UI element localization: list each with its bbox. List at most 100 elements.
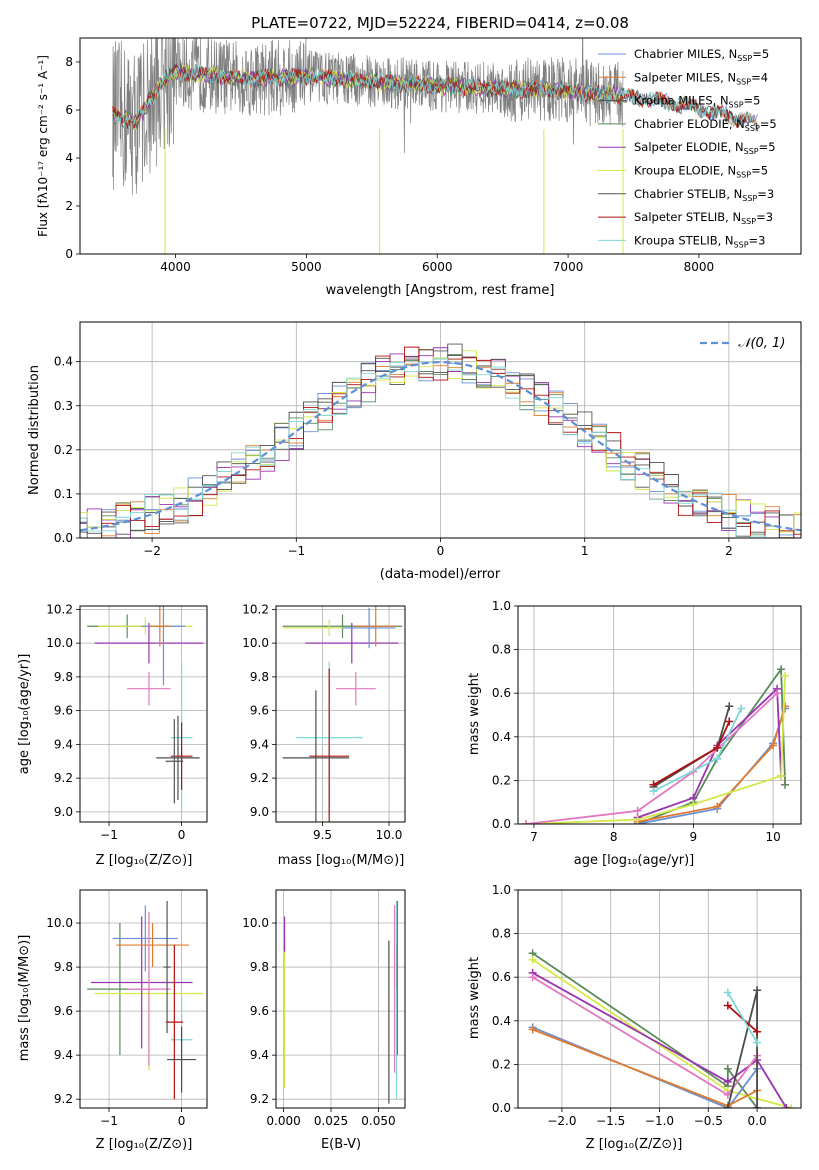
errorbar-point: [116, 923, 189, 968]
weight-marker: [633, 815, 642, 824]
legend-label: Chabrier STELIB, NSSP=3: [634, 187, 774, 203]
errorbar-point: [165, 719, 184, 804]
axes-frame: [79, 889, 208, 1109]
age-mass-xlabel: mass [log₁₀(M/M⊙)]: [278, 853, 405, 868]
x-tick-label: 5000: [291, 260, 322, 274]
spectrum-panel: wavelength [Angstrom, rest frame] Flux […: [36, 37, 802, 298]
residuals-plot-area: [80, 343, 801, 538]
x-tick-label: 0: [178, 828, 186, 842]
y-tick-label: 10.0: [242, 916, 269, 930]
weight-marker: [528, 1025, 537, 1034]
legend-label: Kroupa STELIB, NSSP=3: [634, 233, 765, 249]
spectrum-plot-area: [112, 38, 759, 254]
weight-marker: [777, 772, 786, 781]
weight-marker: [725, 702, 734, 711]
y-tick-label: 9.2: [54, 771, 73, 785]
legend-value: =3: [749, 233, 766, 247]
y-tick-label: 0.2: [492, 1057, 511, 1071]
y-tick-label: 1.0: [492, 883, 511, 897]
y-tick-label: 6: [65, 103, 73, 117]
axes-frame: [79, 605, 208, 823]
y-tick-label: 9.0: [250, 805, 269, 819]
weight-marker: [787, 1104, 796, 1108]
y-tick-label: 0.6: [492, 970, 511, 984]
x-tick-label: 0: [437, 544, 445, 558]
weight-marker: [713, 743, 722, 752]
x-tick-label: −1.5: [596, 1114, 625, 1128]
weight-marker: [777, 665, 786, 674]
errorbar-point: [282, 690, 350, 822]
weight-plot-area: [528, 949, 796, 1108]
y-tick-label: 0.8: [492, 927, 511, 941]
legend-subscript: SSP: [734, 240, 749, 249]
weight-vs-age-panel: age [log₁₀(age/yr)] mass weight 7 8 9 10 0.0…: [467, 599, 802, 868]
model-spectrum-line: [112, 64, 752, 128]
y-tick-label: 9.8: [54, 670, 73, 684]
y-tick-label: 0.4: [492, 730, 511, 744]
x-tick-label: −0.5: [694, 1114, 723, 1128]
weight-age-xlabel: age [log₁₀(age/yr)]: [574, 853, 695, 868]
mass-vs-metallicity-panel: Z [log₁₀(Z/Z⊙)] mass [log₁₀(M/M⊙)] −1 0 9.…: [17, 889, 208, 1152]
weight-marker: [689, 800, 698, 809]
axes-frame: [79, 37, 802, 255]
weight-marker: [753, 1104, 762, 1108]
errorbar-plot-area: [283, 901, 399, 1104]
weight-marker: [753, 1038, 762, 1047]
errorbar-point: [127, 671, 171, 706]
weight-series-line: [637, 706, 786, 823]
weight-marker: [753, 1027, 762, 1036]
legend-label: Salpeter ELODIE, NSSP=5: [634, 140, 776, 156]
y-tick-label: 0.2: [492, 773, 511, 787]
weight-marker: [782, 1104, 791, 1108]
weight-marker: [753, 986, 762, 995]
y-tick-label: 9.8: [250, 960, 269, 974]
legend-label: Chabrier MILES, NSSP=5: [634, 47, 769, 63]
x-tick-label: −1: [100, 1114, 118, 1128]
weight-series-line: [727, 992, 758, 1044]
weight-z-ylabel: mass weight: [467, 957, 482, 1039]
weight-series-line: [532, 952, 758, 1108]
y-tick-label: 9.0: [54, 805, 73, 819]
y-tick-label: 0.1: [54, 487, 73, 501]
weight-marker: [528, 973, 537, 982]
y-tick-label: 9.6: [54, 1004, 73, 1018]
weight-marker: [723, 988, 732, 997]
gaussian-curve: [80, 360, 801, 532]
errorbar-point: [335, 671, 376, 706]
x-tick-label: 9: [690, 830, 698, 844]
weight-marker: [769, 741, 778, 750]
weight-series-line: [532, 1026, 758, 1108]
errorbar-point: [342, 607, 396, 649]
x-tick-label: −1: [100, 828, 118, 842]
weight-marker: [773, 689, 782, 698]
x-tick-label: −2.0: [547, 1114, 576, 1128]
errorbar-point: [165, 945, 184, 1100]
weight-series-line: [726, 990, 758, 1108]
legend-label: Salpeter MILES, NSSP=4: [634, 70, 768, 86]
weight-series-line: [637, 708, 786, 824]
legend-subscript: SSP: [736, 77, 751, 86]
legend-label: 𝒩(0, 1): [738, 336, 785, 351]
age-z-xlabel: Z [log₁₀(Z/Z⊙)]: [96, 853, 193, 868]
x-tick-label: 0: [178, 1114, 186, 1128]
weight-marker: [713, 754, 722, 763]
x-tick-label: 1: [581, 544, 589, 558]
weight-z-xlabel: Z [log₁₀(Z/Z⊙)]: [586, 1137, 683, 1152]
errorbar-point: [167, 1026, 197, 1093]
residuals-ylabel: Normed distribution: [27, 365, 42, 495]
y-tick-label: 10.2: [46, 602, 73, 616]
legend-label: Kroupa MILES, NSSP=5: [634, 94, 760, 110]
y-tick-label: 1.0: [492, 599, 511, 613]
legend-label: Chabrier ELODIE, NSSP=5: [634, 117, 777, 133]
errorbar-point: [305, 622, 399, 664]
y-tick-label: 0.8: [492, 643, 511, 657]
errorbar-point: [156, 715, 200, 801]
residuals-panel: (data-model)/error Normed distribution −…: [27, 321, 802, 582]
legend-value: =5: [760, 117, 777, 131]
legend-value: =5: [752, 47, 769, 61]
legend-label: Salpeter STELIB, NSSP=3: [634, 210, 773, 226]
weight-marker: [713, 802, 722, 811]
spectrum-ylabel: Flux [fλ10⁻¹⁷ erg cm⁻² s⁻¹ A⁻¹]: [36, 55, 50, 237]
figure-title: PLATE=0722, MJD=52224, FIBERID=0414, z=0…: [251, 14, 629, 32]
y-tick-label: 9.2: [250, 771, 269, 785]
